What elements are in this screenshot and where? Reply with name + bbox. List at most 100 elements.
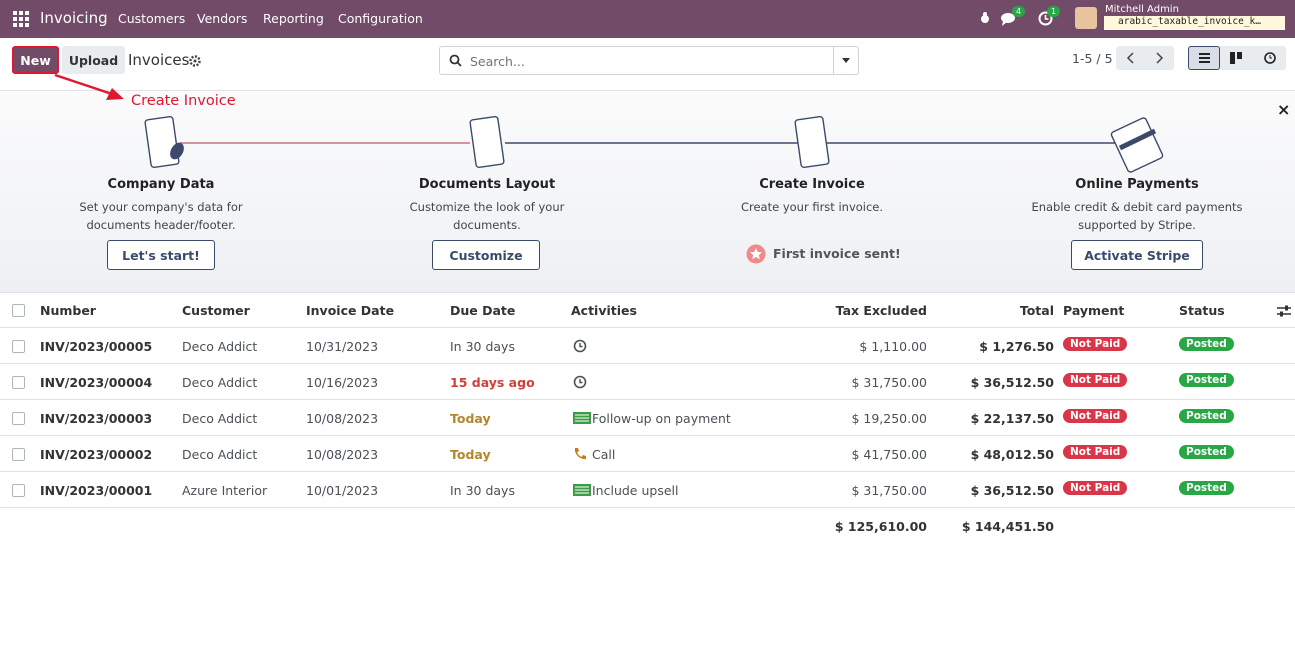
invoice-row[interactable]: INV/2023/00003 Deco Addict 10/08/2023 Today… [0,400,1295,436]
activity-icon[interactable] [1038,11,1053,26]
view-switcher[interactable] [1188,46,1286,70]
column-header[interactable]: Customer [182,303,250,318]
invoice-date: 10/01/2023 [306,483,379,498]
app-name[interactable]: Invoicing [40,9,108,27]
step-button[interactable]: Activate Stripe [1071,240,1203,270]
step-text: Set your company's data for documents he… [79,200,243,232]
customer: Deco Addict [182,447,258,462]
invoice-row[interactable]: INV/2023/00004 Deco Addict 10/16/2023 15 da… [0,364,1295,400]
onboarding-panel: × Create Invoice Company Data Set your co… [0,90,1295,293]
list-view[interactable] [1188,46,1220,70]
step-title: Documents Layout [418,177,556,192]
checkbox[interactable] [12,484,25,497]
column-header[interactable]: Payment [1063,303,1125,318]
step-title: Create Invoice [759,177,865,192]
column-header[interactable]: Status [1179,303,1225,318]
debug-icon[interactable] [978,11,992,25]
checkbox[interactable] [12,448,25,461]
due-date: In 30 days [450,339,515,354]
close-icon[interactable]: × [1277,100,1290,119]
activity-label: Call [592,447,616,462]
tax-excluded: $ 31,750.00 [851,483,927,498]
invoice-date: 10/16/2023 [306,375,379,390]
new-button[interactable]: New [12,46,59,74]
total: $ 36,512.50 [970,375,1054,390]
activity-label: Include upsell [592,483,679,498]
column-header[interactable]: Invoice Date [306,303,395,318]
invoice-number: INV/2023/00004 [40,375,153,390]
step-text: Customize the look of your documents. [409,200,565,232]
invoice-number: INV/2023/00003 [40,411,153,426]
tax-excluded: $ 1,110.00 [859,339,927,354]
invoice-table: Number Customer Invoice Date Due Date Activi… [0,292,1295,656]
invoice-row[interactable]: INV/2023/00002 Deco Addict 10/08/2023 Today… [0,436,1295,472]
column-total: $ 125,610.00 [834,519,927,534]
search-box[interactable]: Search... [439,46,859,75]
onboarding-graphics: × [144,100,1290,173]
menu-item[interactable]: Customers [118,11,186,26]
total: $ 22,137.50 [970,411,1054,426]
gear-icon[interactable] [189,55,201,67]
invoice-date: 10/08/2023 [306,411,379,426]
step-title: Company Data [107,177,215,192]
payment-badge: Not Paid [1063,337,1128,351]
checkbox[interactable] [12,340,25,353]
total: $ 36,512.50 [970,483,1054,498]
navbar: Invoicing Customers Vendors Reporting Co… [0,0,1295,38]
optional-columns[interactable] [1277,304,1291,318]
database-name: arabic_taxable_invoice_k… [1104,16,1285,30]
dropdown-icon[interactable] [842,58,850,64]
avatar[interactable] [1075,7,1097,29]
column-header[interactable]: Tax Excluded [835,303,927,318]
apps-icon[interactable] [13,11,29,27]
status-badge: Posted [1179,337,1234,351]
tax-excluded: $ 41,750.00 [851,447,927,462]
payment-badge: Not Paid [1063,373,1128,387]
menu-item[interactable]: Reporting [263,11,324,26]
invoice-date: 10/08/2023 [306,447,379,462]
chat-icon[interactable] [1000,12,1016,26]
activity-icon[interactable] [573,411,591,425]
step-title: Online Payments [1075,177,1199,192]
status-badge: Posted [1179,373,1234,387]
invoice-row[interactable]: INV/2023/00005 Deco Addict 10/31/2023 In 30… [0,328,1295,364]
upload-button[interactable]: Upload [62,46,125,74]
payment-badge: Not Paid [1063,481,1128,495]
activity-badge: 1 [1047,6,1061,17]
activity-icon[interactable] [573,375,591,389]
step-text: Create your first invoice. [740,200,884,214]
header-row: Number Customer Invoice Date Due Date Activi… [0,292,1295,328]
column-header[interactable]: Total [1019,303,1054,318]
invoice-row[interactable]: INV/2023/00001 Azure Interior 10/01/2023 In… [0,472,1295,508]
column-header[interactable]: Number [40,303,96,318]
pager-buttons[interactable] [1116,46,1174,70]
invoice-number: INV/2023/00005 [40,339,153,354]
checkbox[interactable] [12,376,25,389]
kanban-icon[interactable] [1230,52,1242,64]
activity-label: Follow-up on payment [592,411,731,426]
checkbox[interactable] [12,304,25,317]
customer: Deco Addict [182,339,258,354]
step-button[interactable]: Customize [432,240,540,270]
step-button[interactable]: Let's start! [107,240,215,270]
column-header[interactable]: Due Date [450,303,516,318]
menu-item[interactable]: Vendors [197,11,248,26]
customer: Azure Interior [182,483,268,498]
user-name[interactable]: Mitchell Admin [1105,4,1179,15]
invoice-date: 10/31/2023 [306,339,379,354]
activity-icon[interactable] [573,447,591,461]
due-date: Today [450,447,491,462]
tax-excluded: $ 31,750.00 [851,375,927,390]
total: $ 48,012.50 [970,447,1054,462]
checkbox[interactable] [12,412,25,425]
activity-view-icon[interactable] [1264,52,1276,64]
activity-icon[interactable] [573,483,591,497]
column-header[interactable]: Activities [571,303,637,318]
invoice-number: INV/2023/00001 [40,483,153,498]
invoice-number: INV/2023/00002 [40,447,153,462]
menu-item[interactable]: Configuration [338,11,423,26]
step-status: First invoice sent! [773,246,901,261]
activity-icon[interactable] [573,339,591,353]
chat-badge: 4 [1012,6,1026,17]
